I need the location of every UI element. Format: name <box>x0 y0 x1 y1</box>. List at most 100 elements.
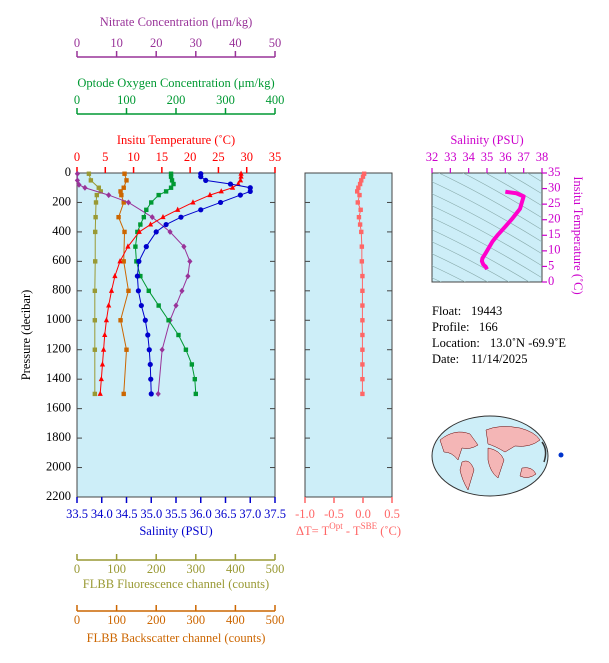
marker <box>360 174 366 179</box>
marker <box>360 303 365 308</box>
marker <box>98 375 104 382</box>
x-tick-label: 33 <box>444 150 457 164</box>
y-tick-label: 10 <box>548 243 561 257</box>
marker <box>76 181 82 188</box>
y-tick-label: 5 <box>548 258 554 272</box>
marker <box>92 347 98 352</box>
x-tick-label: 0 <box>74 562 80 576</box>
x-axis-title: ΔT= TOpt - TSBE (˚C) <box>296 521 401 538</box>
density-contour <box>432 205 542 267</box>
marker <box>96 185 101 190</box>
marker <box>147 361 153 368</box>
marker <box>217 199 224 206</box>
x-tick-label: 20 <box>150 36 163 50</box>
marker <box>238 170 244 176</box>
marker <box>185 273 191 280</box>
marker <box>360 391 365 397</box>
marker <box>179 287 185 294</box>
marker <box>156 192 161 198</box>
x-tick-label: 37 <box>517 150 530 164</box>
x-tick-label: 34.0 <box>91 507 113 521</box>
x-tick-label: 300 <box>186 562 205 576</box>
y-tick-label: 20 <box>548 212 561 226</box>
info-label: Profile: <box>432 320 470 334</box>
marker <box>247 185 253 191</box>
marker <box>117 258 123 264</box>
marker <box>169 178 175 183</box>
y-tick-label: 0 <box>65 165 71 179</box>
plot-area <box>304 172 393 498</box>
marker <box>138 273 143 279</box>
marker <box>357 222 363 227</box>
marker <box>106 302 112 308</box>
marker <box>122 229 127 235</box>
x-tick-label: 34 <box>462 150 475 164</box>
marker <box>360 347 365 352</box>
y-tick-label: 0 <box>548 274 554 288</box>
marker <box>86 171 92 176</box>
x-tick-label: 500 <box>266 562 285 576</box>
marker <box>238 173 244 179</box>
marker <box>163 221 169 228</box>
marker <box>118 318 123 323</box>
marker <box>166 318 171 323</box>
density-contour <box>485 173 542 207</box>
marker <box>192 376 198 382</box>
x-tick-label: 300 <box>186 613 205 627</box>
marker <box>359 259 365 264</box>
marker <box>153 229 159 235</box>
y-tick-label: 30 <box>548 180 561 194</box>
x-tick-label: 36.5 <box>215 507 237 521</box>
info-label: Date: <box>432 352 459 366</box>
x-tick-label: 38 <box>536 150 549 164</box>
marker <box>360 318 365 323</box>
marker <box>360 332 365 338</box>
marker <box>360 288 365 294</box>
marker <box>125 199 132 206</box>
y-tick-label: 1400 <box>46 371 71 385</box>
x-tick-label: 35 <box>481 150 494 164</box>
info-label: Float: <box>432 304 461 318</box>
x-tick-label: 15 <box>156 150 169 164</box>
marker <box>149 200 154 205</box>
marker <box>247 188 253 195</box>
y-tick-label: 2000 <box>46 459 71 473</box>
density-contour <box>462 173 542 219</box>
marker <box>93 229 98 235</box>
x-tick-label: 0 <box>74 36 80 50</box>
marker <box>121 259 126 264</box>
x-axis-title: Optode Oxygen Concentration (μm/kg) <box>77 76 274 90</box>
marker <box>359 178 364 183</box>
info-label: Location: <box>432 336 480 350</box>
info-value: 13.0˚N -69.9˚E <box>490 336 566 350</box>
marker <box>163 189 169 194</box>
marker <box>74 177 80 184</box>
world-map <box>431 415 564 497</box>
x-tick-label: 500 <box>266 613 285 627</box>
info-value: 19443 <box>471 304 502 318</box>
x-tick-label: 200 <box>147 613 166 627</box>
marker <box>198 207 204 213</box>
marker <box>356 214 362 220</box>
x-axis-title: FLBB Backscatter channel (counts) <box>87 631 266 645</box>
x-tick-label: -1.0 <box>295 507 315 521</box>
marker <box>124 347 129 352</box>
marker <box>112 272 118 279</box>
marker <box>148 376 154 382</box>
marker <box>155 390 161 397</box>
marker <box>237 192 243 198</box>
marker <box>136 258 142 264</box>
density-contour <box>526 173 542 183</box>
y-tick-label: 800 <box>52 283 71 297</box>
marker <box>124 178 129 183</box>
marker <box>135 288 141 294</box>
density-contour <box>432 241 510 282</box>
marker <box>118 189 123 194</box>
marker <box>141 214 147 220</box>
x-tick-label: 36 <box>499 150 512 164</box>
x-tick-label: 100 <box>117 93 136 107</box>
x-axis-title: Salinity (PSU) <box>139 524 212 538</box>
x-tick-label: 35.0 <box>140 507 162 521</box>
marker <box>189 362 195 367</box>
